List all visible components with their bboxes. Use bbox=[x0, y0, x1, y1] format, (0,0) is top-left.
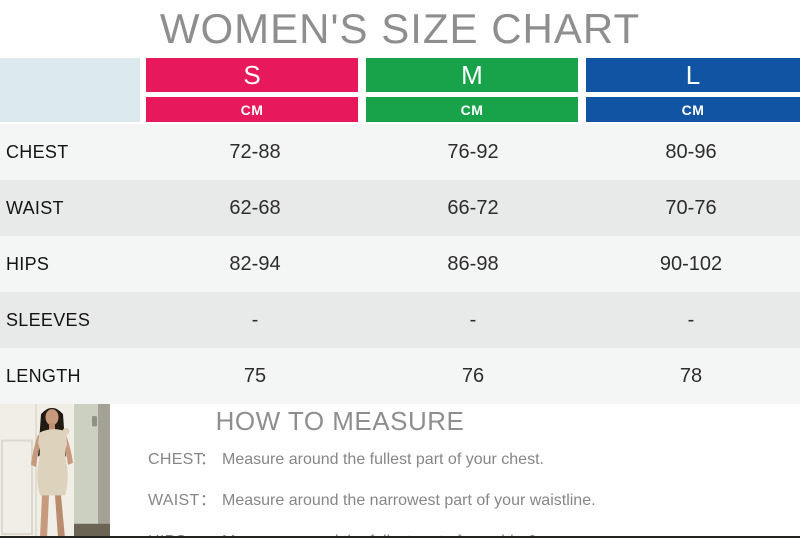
column-header-l: L CM bbox=[586, 58, 800, 122]
cell-value: 90-102 bbox=[659, 252, 723, 275]
cell-value: 75 bbox=[243, 364, 267, 387]
cell-value: - bbox=[469, 308, 477, 331]
measure-text: Measure around the fullest part of your … bbox=[222, 451, 544, 468]
measure-instructions: HOW TO MEASURE CHEST： Measure around the … bbox=[130, 404, 596, 538]
cell-value: 82-94 bbox=[229, 252, 281, 275]
cell-value: 76-92 bbox=[447, 140, 499, 163]
table-row-hips: HIPS 82-94 86-98 90-102 bbox=[0, 236, 800, 292]
table-row-chest: CHEST 72-88 76-92 80-96 bbox=[0, 124, 800, 180]
measure-line-hips: HIPS： Measure around the fullest part of … bbox=[148, 527, 590, 538]
page-title: WOMEN'S SIZE CHART bbox=[159, 5, 641, 52]
model-photo bbox=[0, 404, 110, 538]
title-bar: WOMEN'S SIZE CHART bbox=[0, 0, 800, 58]
table-row-waist: WAIST 62-68 66-72 70-76 bbox=[0, 180, 800, 236]
cell-value: 70-76 bbox=[665, 196, 717, 219]
measure-line-chest: CHEST： Measure around the fullest part of… bbox=[148, 445, 590, 469]
measure-label: HIPS bbox=[148, 533, 200, 538]
unit-cell-m: CM bbox=[366, 97, 578, 122]
cell-value: 78 bbox=[679, 364, 703, 387]
column-header-m: M CM bbox=[366, 58, 578, 122]
how-to-measure-section: HOW TO MEASURE CHEST： Measure around the … bbox=[0, 404, 800, 538]
size-header-l: L bbox=[586, 58, 800, 92]
row-label: CHEST bbox=[6, 141, 69, 162]
cell-value: - bbox=[687, 308, 695, 331]
column-header-s: S CM bbox=[146, 58, 358, 122]
how-to-measure-heading: HOW TO MEASURE bbox=[215, 406, 465, 436]
colon-separator: ： bbox=[200, 492, 217, 509]
colon-separator: ： bbox=[200, 451, 217, 468]
cell-value: - bbox=[251, 308, 259, 331]
cell-value: 62-68 bbox=[229, 196, 281, 219]
measure-label: CHEST bbox=[148, 451, 204, 468]
measure-label: WAIST bbox=[148, 492, 200, 509]
measure-text: Measure around the narrowest part of you… bbox=[222, 492, 596, 509]
unit-cell-l: CM bbox=[586, 97, 800, 122]
cell-value: 86-98 bbox=[447, 252, 499, 275]
row-label: WAIST bbox=[6, 197, 64, 218]
row-label: HIPS bbox=[6, 253, 50, 274]
table-header: S CM M CM L CM bbox=[0, 58, 800, 122]
colon-separator: ： bbox=[200, 527, 216, 538]
unit-cell-s: CM bbox=[146, 97, 358, 122]
corner-cell bbox=[0, 58, 140, 122]
model-photo-illustration bbox=[0, 404, 110, 538]
measure-line-waist: WAIST： Measure around the narrowest part … bbox=[148, 486, 596, 510]
cell-value: 80-96 bbox=[665, 140, 717, 163]
table-body: CHEST 72-88 76-92 80-96 WAIST 62-68 66-7… bbox=[0, 124, 800, 404]
measure-text: Measure around the fullest part of your … bbox=[222, 533, 574, 538]
bottom-border-line bbox=[0, 536, 800, 538]
cell-value: 72-88 bbox=[229, 140, 281, 163]
table-row-length: LENGTH 75 76 78 bbox=[0, 348, 800, 404]
size-header-m: M bbox=[366, 58, 578, 92]
table-row-sleeves: SLEEVES - - - bbox=[0, 292, 800, 348]
cell-value: 76 bbox=[461, 364, 485, 387]
size-header-s: S bbox=[146, 58, 358, 92]
cell-value: 66-72 bbox=[447, 196, 499, 219]
size-chart-table: S CM M CM L CM CHEST 72-88 76-92 80-96 W… bbox=[0, 58, 800, 404]
row-label: LENGTH bbox=[6, 365, 81, 386]
row-label: SLEEVES bbox=[6, 309, 91, 330]
